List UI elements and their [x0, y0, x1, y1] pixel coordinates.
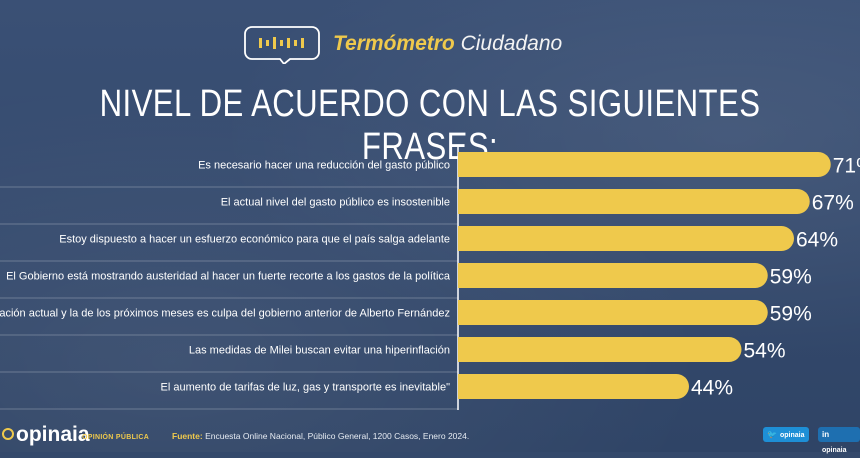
- bar: [458, 374, 689, 399]
- category-label: Las medidas de Milei buscan evitar una h…: [189, 345, 450, 357]
- source-note: Fuente: Encuesta Online Nacional, Públic…: [172, 431, 469, 441]
- source-label: Fuente:: [172, 431, 203, 441]
- brand-title-bold: Termómetro: [333, 32, 455, 55]
- value-label: 67%: [812, 192, 854, 215]
- value-label: 59%: [770, 266, 812, 289]
- value-label: 59%: [770, 303, 812, 326]
- linkedin-badge[interactable]: in opinaia: [818, 427, 860, 454]
- brand-title: Termómetro Ciudadano: [333, 32, 562, 56]
- category-label: Es necesario hacer una reducción del gas…: [198, 160, 450, 172]
- category-label: La inflación actual y la de los próximos…: [0, 308, 450, 320]
- category-label: El Gobierno está mostrando austeridad al…: [6, 271, 451, 283]
- bar: [458, 263, 768, 288]
- bar: [458, 152, 831, 177]
- brand-title-rest: Ciudadano: [460, 32, 563, 55]
- logo-word: opinaia: [16, 423, 90, 446]
- logo-ring-icon: [2, 428, 14, 440]
- bar: [458, 337, 742, 362]
- speech-bubble-icon: [244, 26, 320, 64]
- linkedin-handle: opinaia: [822, 447, 847, 454]
- bar: [458, 300, 768, 325]
- value-label: 64%: [796, 229, 838, 252]
- category-label: El actual nivel del gasto público es ins…: [221, 197, 450, 209]
- category-label: El aumento de tarifas de luz, gas y tran…: [161, 382, 451, 394]
- opinaia-logo: opinaia OPINIÓN PÚBLICA: [2, 422, 162, 448]
- category-label: Estoy dispuesto a hacer un esfuerzo econ…: [59, 234, 450, 246]
- twitter-badge[interactable]: 🐦 opinaia: [763, 427, 810, 442]
- bar: [458, 189, 810, 214]
- source-text: Encuesta Online Nacional, Público Genera…: [205, 431, 470, 441]
- twitter-handle: opinaia: [779, 432, 805, 439]
- value-label: 44%: [691, 377, 733, 400]
- twitter-icon: 🐦: [767, 430, 777, 439]
- value-label: 54%: [744, 340, 786, 363]
- linkedin-icon: in: [822, 430, 830, 439]
- chart-title: NIVEL DE ACUERDO CON LAS SIGUIENTES FRAS…: [99, 83, 761, 168]
- bar: [458, 226, 794, 251]
- header: Termómetro Ciudadano: [0, 26, 860, 66]
- value-label: 71%: [833, 155, 860, 178]
- logo-subtitle: OPINIÓN PÚBLICA: [82, 434, 150, 441]
